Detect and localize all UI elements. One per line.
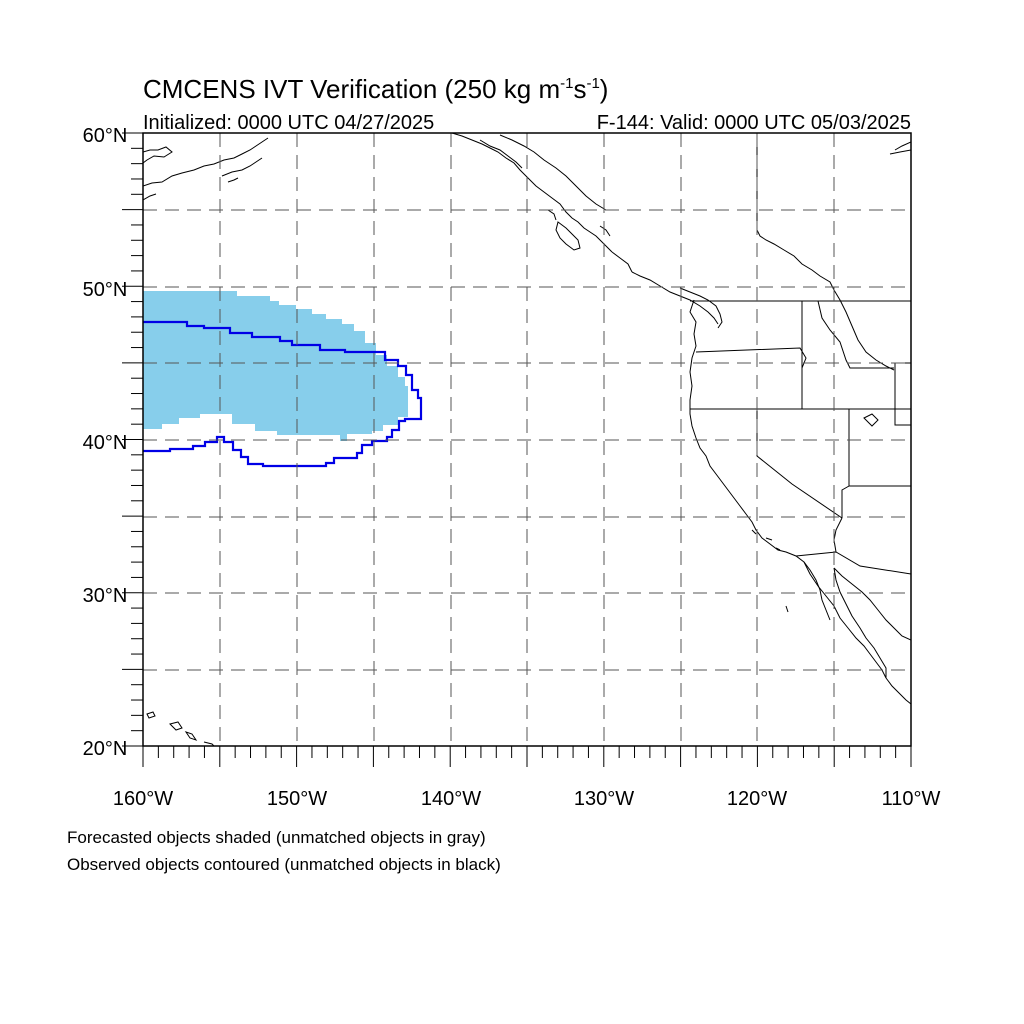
x-label-160w: 160°W xyxy=(113,788,173,810)
x-label-130w: 130°W xyxy=(574,788,634,810)
y-label-50n: 50°N xyxy=(83,279,128,301)
x-label-150w: 150°W xyxy=(267,788,327,810)
y-label-30n: 30°N xyxy=(83,585,128,607)
coastlines xyxy=(143,133,911,746)
x-label-120w: 120°W xyxy=(727,788,787,810)
forecast-object xyxy=(143,291,408,441)
footnote-forecast: Forecasted objects shaded (unmatched obj… xyxy=(67,828,486,847)
y-axis-labels: 60°N 50°N 40°N 30°N 20°N xyxy=(83,125,128,760)
graticule xyxy=(143,133,911,746)
axis-ticks xyxy=(122,132,912,767)
footnote-observed: Observed objects contoured (unmatched ob… xyxy=(67,855,501,874)
y-label-60n: 60°N xyxy=(83,125,128,147)
y-label-40n: 40°N xyxy=(83,432,128,454)
valid-time-label: F-144: Valid: 0000 UTC 05/03/2025 xyxy=(597,112,911,134)
x-label-110w: 110°W xyxy=(882,788,941,810)
x-label-140w: 140°W xyxy=(421,788,481,810)
init-time-label: Initialized: 0000 UTC 04/27/2025 xyxy=(143,112,434,134)
y-label-20n: 20°N xyxy=(83,738,128,760)
x-axis-labels: 160°W 150°W 140°W 130°W 120°W 110°W xyxy=(113,788,941,810)
figure-title: CMCENS IVT Verification (250 kg m-1s-1) xyxy=(143,74,608,104)
observed-contour xyxy=(143,320,423,468)
